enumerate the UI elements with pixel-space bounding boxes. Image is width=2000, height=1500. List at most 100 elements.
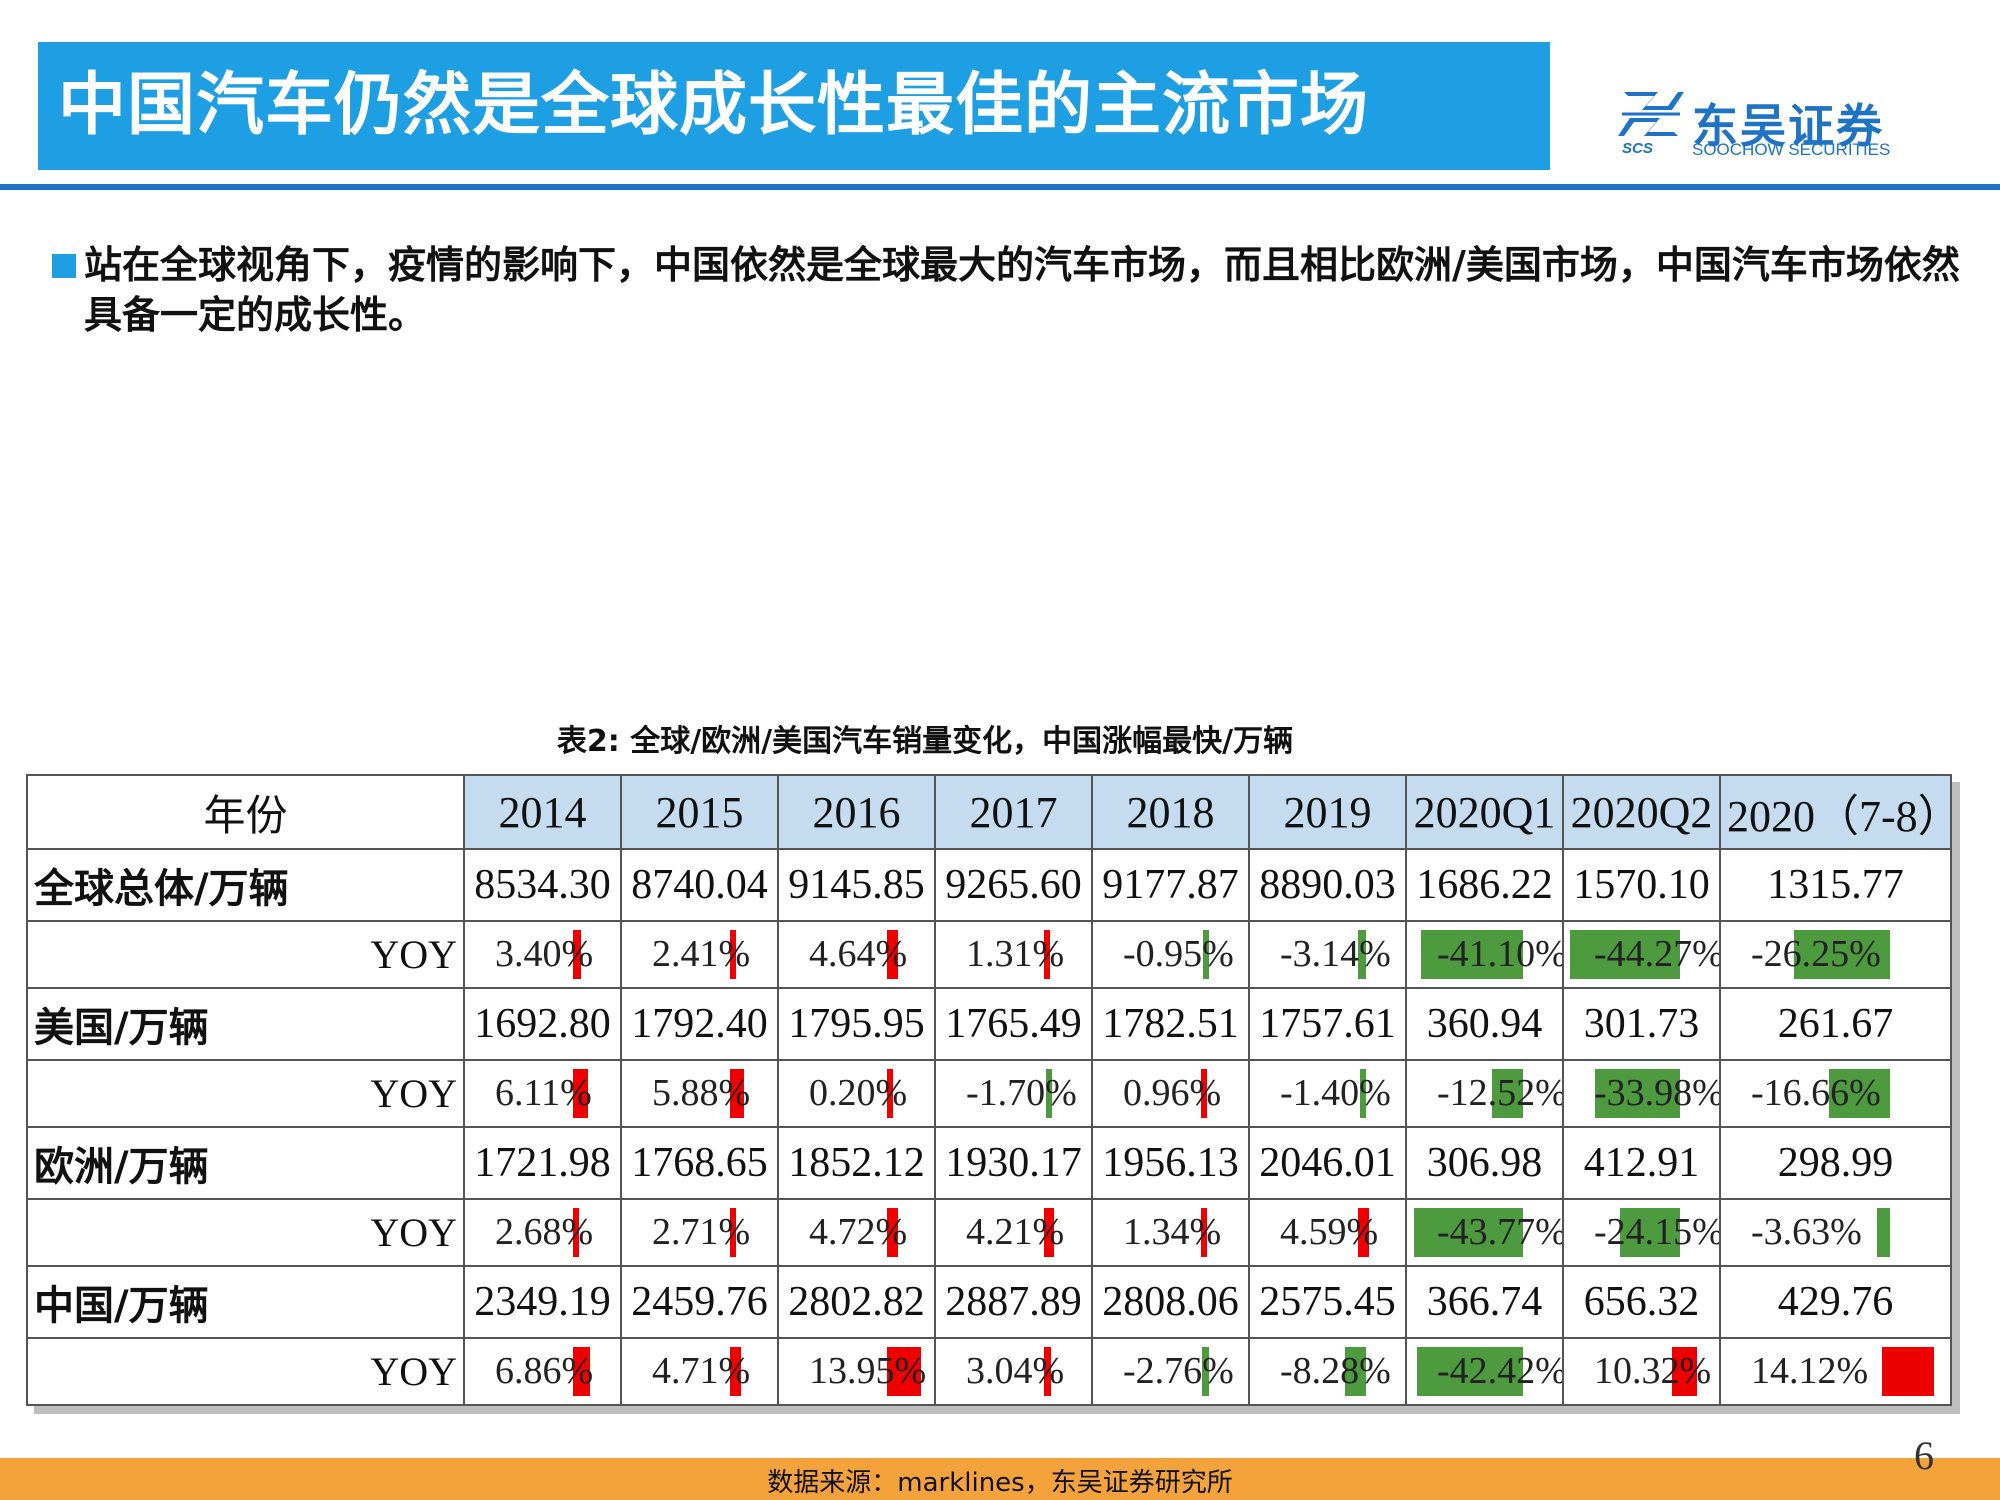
yoy-value: -12.52% [1437, 1071, 1563, 1114]
table-row: 中国/万辆 2349.19 2459.76 2802.82 2887.89 2808.06… [26, 1264, 1952, 1339]
yoy-positive-bar [572, 929, 582, 979]
header-year: 2016 [777, 774, 936, 850]
yoy-positive-bar [1200, 1207, 1207, 1257]
yoy-cell: -12.52% [1405, 1058, 1564, 1128]
sales-value: 366.74 [1405, 1264, 1564, 1339]
yoy-value: 2.41% [652, 932, 751, 975]
table-header-row: 年份 2014 2015 2016 2017 2018 2019 2020Q1 2020Q2 2… [26, 774, 1952, 850]
yoy-negative-bar [1345, 1346, 1366, 1396]
bullet-square-icon [52, 254, 76, 278]
logo-cn-text: 东吴证券 [1692, 99, 1884, 153]
yoy-row: YOY 6.11% 5.88% 0.20% -1.70% 0.96% -1.40% -12.5… [26, 1058, 1952, 1128]
yoy-value: -43.77% [1437, 1210, 1563, 1253]
table-row: 欧洲/万辆 1721.98 1768.65 1852.12 1930.17 1956.13… [26, 1125, 1952, 1200]
sales-value: 1570.10 [1562, 848, 1721, 922]
yoy-value: 4.71% [652, 1349, 751, 1392]
yoy-cell: 2.41% [620, 919, 779, 989]
yoy-cell: 6.11% [463, 1058, 622, 1128]
sales-value: 1757.61 [1248, 986, 1407, 1061]
yoy-positive-bar [729, 1207, 737, 1257]
yoy-value: -33.98% [1594, 1071, 1720, 1114]
header-year: 2014 [463, 774, 622, 850]
yoy-cell: -43.77% [1405, 1197, 1564, 1267]
sales-value: 9265.60 [934, 848, 1093, 922]
yoy-value: 2.68% [495, 1210, 594, 1253]
sales-value: 8534.30 [463, 848, 622, 922]
yoy-negative-bar [1420, 929, 1523, 979]
yoy-cell: 3.04% [934, 1336, 1093, 1407]
yoy-cell: 3.40% [463, 919, 622, 989]
yoy-value: 10.32% [1594, 1349, 1712, 1392]
yoy-cell: -24.15% [1562, 1197, 1721, 1267]
yoy-cell: 0.96% [1091, 1058, 1250, 1128]
yoy-cell: -8.28% [1248, 1336, 1407, 1407]
sales-value: 1765.49 [934, 986, 1093, 1061]
yoy-value: -1.40% [1280, 1071, 1391, 1114]
sales-value: 8890.03 [1248, 848, 1407, 922]
header-year: 2020（7-8） [1719, 774, 1952, 850]
yoy-positive-bar [572, 1068, 588, 1118]
yoy-value: 4.64% [809, 932, 908, 975]
yoy-value: 13.95% [809, 1349, 927, 1392]
yoy-positive-bar [886, 929, 899, 979]
yoy-value: 1.34% [1123, 1210, 1222, 1253]
page-title: 中国汽车仍然是全球成长性最佳的主流市场 [58, 66, 1370, 145]
header-year: 2020Q2 [1562, 774, 1721, 850]
yoy-value: -8.28% [1280, 1349, 1391, 1392]
sales-value: 2802.82 [777, 1264, 936, 1339]
header-year: 2020Q1 [1405, 774, 1564, 850]
yoy-negative-bar [1569, 929, 1680, 979]
yoy-cell: 1.34% [1091, 1197, 1250, 1267]
yoy-cell: 4.64% [777, 919, 936, 989]
header-year: 2017 [934, 774, 1093, 850]
yoy-cell: 13.95% [777, 1336, 936, 1407]
sales-value: 429.76 [1719, 1264, 1952, 1339]
yoy-negative-bar [1045, 1068, 1052, 1118]
row-label: 美国/万辆 [26, 986, 465, 1061]
yoy-value: 0.96% [1123, 1071, 1222, 1114]
header-year: 2019 [1248, 774, 1407, 850]
sales-value: 306.98 [1405, 1125, 1564, 1200]
yoy-positive-bar [1043, 929, 1050, 979]
yoy-cell: 6.86% [463, 1336, 622, 1407]
yoy-value: -41.10% [1437, 932, 1563, 975]
sales-value: 1792.40 [620, 986, 779, 1061]
yoy-negative-bar [1491, 1068, 1523, 1118]
sales-value: 1315.77 [1719, 848, 1952, 922]
yoy-label: YOY [26, 1058, 465, 1128]
yoy-cell: 2.71% [620, 1197, 779, 1267]
row-label: 全球总体/万辆 [26, 848, 465, 922]
yoy-label: YOY [26, 1197, 465, 1267]
page-number: 6 [1914, 1433, 1934, 1478]
yoy-positive-bar [572, 1346, 590, 1396]
bullet-text: 站在全球视角下，疫情的影响下，中国依然是全球最大的汽车市场，而且相比欧洲/美国市… [84, 243, 1960, 337]
yoy-negative-bar [1828, 1068, 1890, 1118]
yoy-value: 6.86% [495, 1349, 594, 1392]
yoy-value: -44.27% [1594, 932, 1720, 975]
yoy-value: 4.59% [1280, 1210, 1379, 1253]
yoy-value: -3.14% [1280, 932, 1391, 975]
yoy-cell: -16.66% [1719, 1058, 1952, 1128]
yoy-value: -1.70% [966, 1071, 1077, 1114]
sales-value: 1686.22 [1405, 848, 1564, 922]
yoy-positive-bar [886, 1068, 893, 1118]
company-logo: SCS 东吴证券 SOOCHOW SECURITIES [1618, 88, 1898, 160]
yoy-value: 1.31% [966, 932, 1065, 975]
yoy-row: YOY 2.68% 2.71% 4.72% 4.21% 1.34% 4.59% -43.77%… [26, 1197, 1952, 1267]
data-source: 数据来源：marklines，东吴证券研究所 [767, 1468, 1233, 1498]
table-row: 全球总体/万辆 8534.30 8740.04 9145.85 9265.60 9177.… [26, 848, 1952, 922]
yoy-cell: 4.72% [777, 1197, 936, 1267]
yoy-cell: -41.10% [1405, 919, 1564, 989]
yoy-value: 5.88% [652, 1071, 751, 1114]
header-divider [0, 184, 2000, 190]
yoy-negative-bar [1359, 1068, 1366, 1118]
yoy-positive-bar [729, 1068, 745, 1118]
yoy-negative-bar [1417, 1346, 1523, 1396]
yoy-cell: 5.88% [620, 1058, 779, 1128]
yoy-cell: 1.31% [934, 919, 1093, 989]
yoy-positive-bar [886, 1207, 899, 1257]
yoy-cell: 10.32% [1562, 1336, 1721, 1407]
sales-value: 2575.45 [1248, 1264, 1407, 1339]
yoy-negative-bar [1201, 1346, 1209, 1396]
yoy-cell: -3.63% [1719, 1197, 1952, 1267]
